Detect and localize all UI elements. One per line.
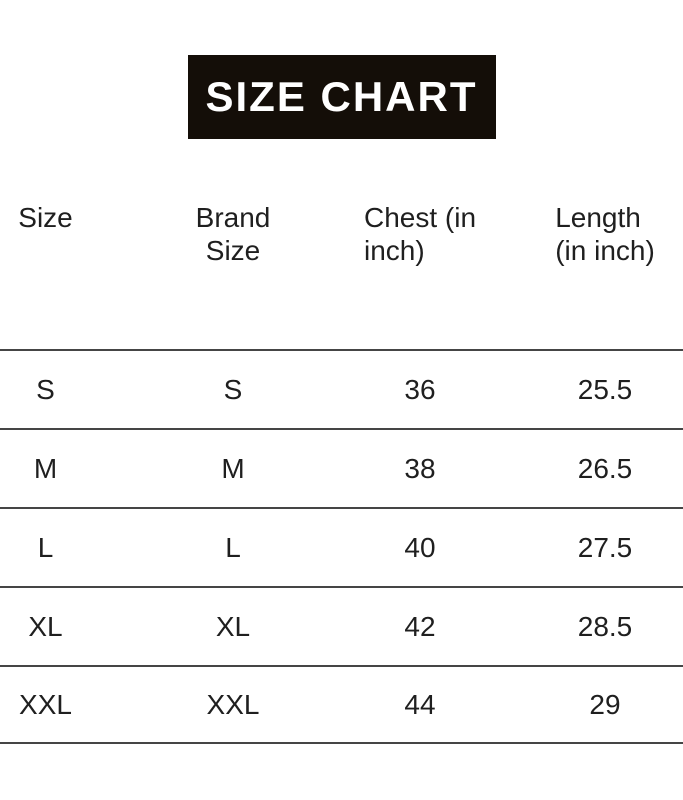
cell-length: 26.5 <box>577 452 633 484</box>
column-header-size: Size <box>0 201 139 234</box>
column-header-brand-size-label: Brand Size <box>195 202 271 266</box>
cell-chest: 38 <box>404 452 436 484</box>
column-header-size-label: Size <box>18 202 73 233</box>
table-header-row: Size Brand Size Chest (in inch) Length (… <box>0 139 683 349</box>
column-header-length-label: Length (in inch) <box>555 202 655 266</box>
cell-brand-size: XXL <box>206 688 260 720</box>
cell-brand-size: S <box>223 373 243 405</box>
cell-size: M <box>33 452 58 484</box>
cell-size: S <box>36 373 55 405</box>
cell-length: 25.5 <box>577 373 633 405</box>
cell-length: 29 <box>589 688 621 720</box>
cell-brand-size: L <box>225 531 241 563</box>
cell-length: 28.5 <box>577 610 633 642</box>
cell-size: XXL <box>19 688 72 720</box>
cell-brand-size: M <box>221 452 245 484</box>
table-row-m: M M 38 26.5 <box>0 428 683 507</box>
banner-title: SIZE CHART <box>205 73 478 120</box>
size-chart-banner: SIZE CHART <box>187 55 496 139</box>
cell-size: L <box>37 531 54 563</box>
cell-size: XL <box>28 610 63 642</box>
cell-chest: 40 <box>404 531 436 563</box>
table-row-xxl: XXL XXL 44 29 <box>0 665 683 744</box>
column-header-chest-label: Chest (in inch) <box>363 202 477 266</box>
cell-brand-size: XL <box>215 610 251 642</box>
column-header-brand-size: Brand Size <box>139 201 327 267</box>
table-row-xl: XL XL 42 28.5 <box>0 586 683 665</box>
cell-chest: 42 <box>404 610 436 642</box>
cell-length: 27.5 <box>577 531 633 563</box>
cell-chest: 44 <box>404 688 436 720</box>
table-row-s: S S 36 25.5 <box>0 349 683 428</box>
column-header-length: Length (in inch) <box>513 201 683 267</box>
size-table: Size Brand Size Chest (in inch) Length (… <box>0 139 683 744</box>
cell-chest: 36 <box>404 373 436 405</box>
column-header-chest: Chest (in inch) <box>327 201 513 267</box>
table-row-l: L L 40 27.5 <box>0 507 683 586</box>
